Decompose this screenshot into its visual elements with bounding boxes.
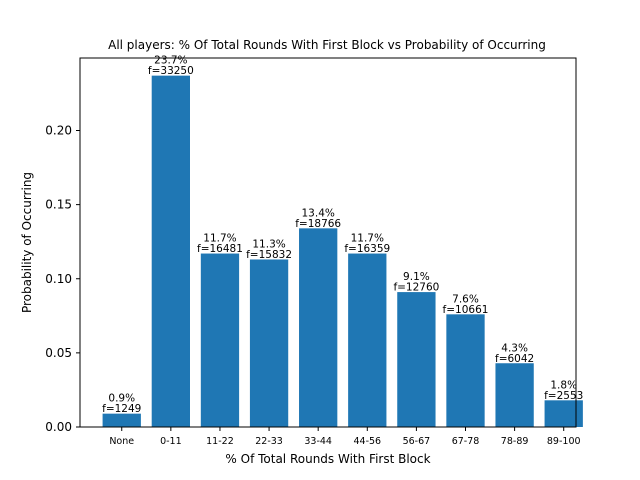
y-tick-label: 0.05 xyxy=(45,346,72,360)
x-tick-label: 22-33 xyxy=(255,436,283,447)
bar-percent-label: 7.6% xyxy=(452,293,479,305)
bar-percent-label: 4.3% xyxy=(501,342,528,354)
bar-percent-label: 9.1% xyxy=(403,271,430,283)
bar xyxy=(151,75,190,427)
bar-percent-label: 1.8% xyxy=(550,379,577,391)
bar-percent-label: 13.4% xyxy=(302,207,335,219)
x-axis-label: % Of Total Rounds With First Block xyxy=(225,452,430,466)
bar-frequency-label: f=6042 xyxy=(495,353,534,365)
x-tick-label: None xyxy=(109,436,134,447)
bar xyxy=(544,400,583,427)
bar xyxy=(495,363,534,427)
x-tick-label: 33-44 xyxy=(304,436,332,447)
y-axis: 0.00 0.05 0.10 0.15 0.20 xyxy=(45,124,80,434)
bar xyxy=(348,253,387,427)
bar-frequency-label: f=33250 xyxy=(148,65,194,77)
x-tick-label: 0-11 xyxy=(160,436,182,447)
x-tick-label: 44-56 xyxy=(353,436,381,447)
x-tick-label: 56-67 xyxy=(403,436,431,447)
bar-frequency-label: f=12760 xyxy=(393,282,439,294)
y-tick-label: 0.00 xyxy=(45,420,72,434)
bar-frequency-label: f=2553 xyxy=(544,390,583,402)
bar-frequency-label: f=1249 xyxy=(102,403,141,415)
bar xyxy=(299,228,338,427)
x-tick-label: 11-22 xyxy=(206,436,234,447)
x-tick-label: 78-89 xyxy=(501,436,529,447)
bar xyxy=(200,253,240,427)
bar-frequency-label: f=10661 xyxy=(443,304,489,316)
x-axis: None 0-11 11-22 22-33 33-44 44-56 56-67 67-78 78… xyxy=(109,427,581,447)
bar xyxy=(249,259,289,427)
bar-frequency-label: f=15832 xyxy=(246,249,292,261)
y-tick-label: 0.15 xyxy=(45,198,72,212)
bar xyxy=(397,292,436,427)
plot-frame xyxy=(79,57,577,428)
bars-group xyxy=(102,75,583,427)
chart-title: All players: % Of Total Rounds With Firs… xyxy=(108,38,546,52)
y-tick-label: 0.10 xyxy=(45,272,72,286)
y-tick-label: 0.20 xyxy=(45,124,72,138)
bar-percent-label: 11.7% xyxy=(351,233,384,245)
bar-frequency-label: f=16481 xyxy=(197,243,243,255)
bar-percent-label: 11.7% xyxy=(203,233,236,245)
bar-percent-label: 11.3% xyxy=(252,238,285,250)
x-tick-label: 89-100 xyxy=(547,436,581,447)
bar xyxy=(446,314,485,427)
y-axis-label: Probability of Occurring xyxy=(20,172,34,313)
bar-frequency-label: f=16359 xyxy=(344,243,390,255)
bar xyxy=(102,413,141,427)
bar-percent-label: 0.9% xyxy=(108,393,135,405)
x-tick-label: 67-78 xyxy=(452,436,480,447)
bar-frequency-label: f=18766 xyxy=(295,218,341,230)
